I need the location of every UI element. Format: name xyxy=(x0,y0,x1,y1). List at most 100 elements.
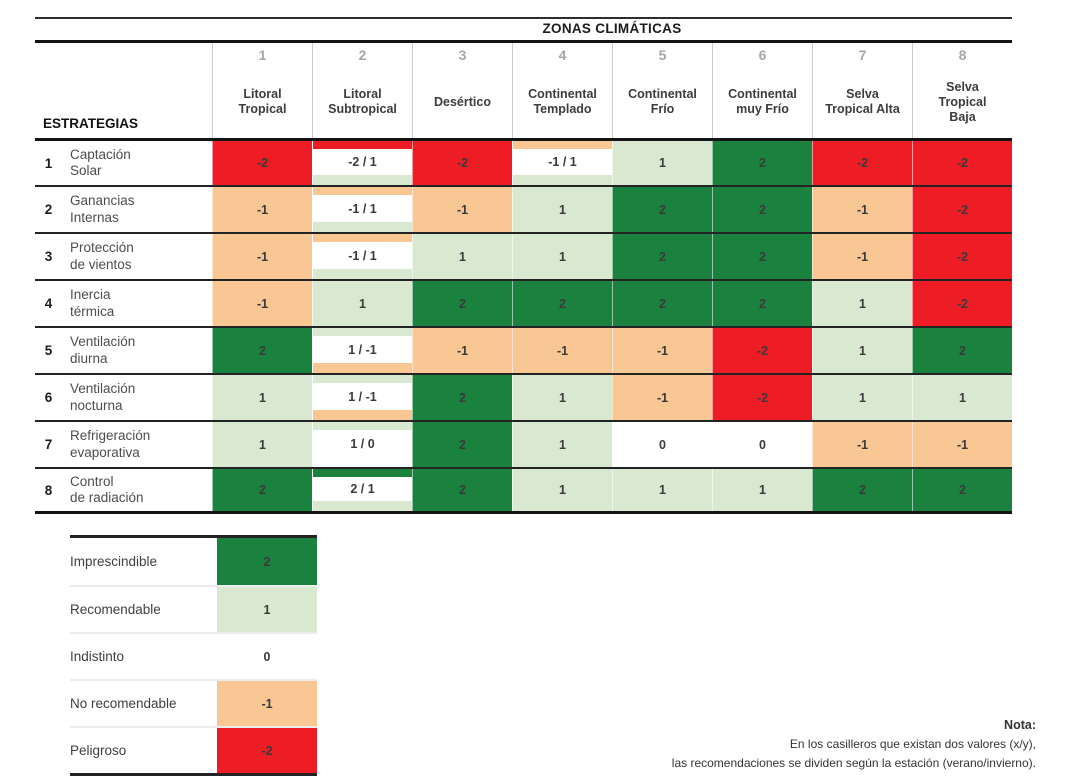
matrix-cell: -1 xyxy=(412,328,512,373)
matrix-cell-split: -1 / 1 xyxy=(312,234,412,279)
split-top-band xyxy=(313,187,412,195)
zone-number-1: 1 xyxy=(212,43,312,67)
split-bottom-band xyxy=(313,410,412,420)
strategy-number: 1 xyxy=(44,155,53,171)
strategy-row-1: 1 Captación Solar -2 -2 / 1 -2 -1 / 1 1 2 -2 -2 xyxy=(35,138,1012,185)
strategy-label: Control de radiación xyxy=(70,473,144,505)
legend-label: Recomendable xyxy=(70,602,161,617)
split-bottom-band xyxy=(313,269,412,279)
split-top-band xyxy=(313,328,412,336)
matrix-cell: 2 xyxy=(912,328,1012,373)
strategy-number: 2 xyxy=(44,202,53,217)
estrategias-label: ESTRATEGIAS xyxy=(43,116,139,131)
matrix-cell: 1 xyxy=(212,375,312,420)
matrix-cell: 2 xyxy=(212,469,312,511)
matrix-cell: 2 xyxy=(612,234,712,279)
matrix-cell-split: 1 / -1 xyxy=(312,375,412,420)
legend-value: -2 xyxy=(217,728,317,773)
split-value: 1 / -1 xyxy=(313,383,412,410)
split-bottom-band xyxy=(313,222,412,232)
split-value: -2 / 1 xyxy=(313,149,412,175)
matrix-cell-split: 1 / 0 xyxy=(312,422,412,467)
zone-name-4: Continental Templado xyxy=(512,66,612,138)
matrix-cell: 1 xyxy=(612,141,712,185)
zone-number-5: 5 xyxy=(612,43,712,67)
matrix-cell: 0 xyxy=(612,422,712,467)
matrix-cell: -1 xyxy=(612,328,712,373)
matrix-cell: -2 xyxy=(912,281,1012,326)
zone-name-6: Continental muy Frío xyxy=(712,66,812,138)
matrix-cell: -2 xyxy=(212,141,312,185)
matrix-cell: -2 xyxy=(712,375,812,420)
strategy-number: 7 xyxy=(44,437,53,452)
matrix-cell: -1 xyxy=(612,375,712,420)
strategy-label: Protección de vientos xyxy=(70,240,134,272)
matrix-cell: 1 xyxy=(512,469,612,511)
matrix-cell: 1 xyxy=(712,469,812,511)
matrix-cell: -1 xyxy=(212,187,312,232)
matrix-cell: 2 xyxy=(612,187,712,232)
legend-row: Recomendable 1 xyxy=(70,585,317,632)
zone-number-6: 6 xyxy=(712,43,812,67)
matrix-cell: 1 xyxy=(612,469,712,511)
split-bottom-band xyxy=(313,457,412,467)
matrix-cell: 2 xyxy=(712,281,812,326)
strategy-label: Ventilación diurna xyxy=(70,334,136,366)
zone-name-row: ESTRATEGIAS Litoral Tropical Litoral Subt… xyxy=(35,66,1012,138)
legend-label: Imprescindible xyxy=(70,554,158,569)
note-line-2: las recomendaciones se dividen según la … xyxy=(671,755,1036,770)
legend-label: Peligroso xyxy=(70,743,127,758)
strategy-label: Inercia térmica xyxy=(70,287,115,319)
strategy-label: Refrigeración evaporativa xyxy=(70,428,151,460)
matrix-cell: 1 xyxy=(512,234,612,279)
matrix-cell: -1 xyxy=(212,281,312,326)
note-title: Nota: xyxy=(1004,718,1036,732)
note: Nota: En los casilleros que existan dos … xyxy=(672,716,1036,773)
strategy-row-3: 3 Protección de vientos -1 -1 / 1 1 1 2 2 -1 -2 xyxy=(35,232,1012,279)
zone-number-2: 2 xyxy=(312,43,412,67)
legend-value: 2 xyxy=(217,538,317,585)
strategy-number: 6 xyxy=(44,390,53,405)
split-top-band xyxy=(313,234,412,242)
matrix-cell: 1 xyxy=(212,422,312,467)
split-top-band xyxy=(313,375,412,383)
zone-name-1: Litoral Tropical xyxy=(212,66,312,138)
split-top-band xyxy=(513,141,612,149)
matrix-cell: 1 xyxy=(812,375,912,420)
matrix-cell: 1 xyxy=(912,375,1012,420)
split-bottom-band xyxy=(313,175,412,185)
split-value: 1 / 0 xyxy=(313,430,412,457)
zone-name-8: Selva Tropical Baja xyxy=(912,66,1012,138)
matrix-cell: 2 xyxy=(812,469,912,511)
matrix-cell: -2 xyxy=(812,141,912,185)
split-value: -1 / 1 xyxy=(313,242,412,269)
matrix-cell: 2 xyxy=(412,375,512,420)
split-value: 1 / -1 xyxy=(313,336,412,363)
matrix-body: 1 Captación Solar -2 -2 / 1 -2 -1 / 1 1 2 -2 -2 2 G… xyxy=(35,138,1012,514)
matrix-cell: -1 xyxy=(812,422,912,467)
strategy-label: Ganancias Internas xyxy=(70,193,135,225)
matrix-cell: 1 xyxy=(512,187,612,232)
strategy-number: 4 xyxy=(44,296,53,311)
matrix-cell: -1 xyxy=(212,234,312,279)
strategy-number: 8 xyxy=(44,482,53,498)
legend-row: Imprescindible 2 xyxy=(70,538,317,585)
matrix-cell-split: 2 / 1 xyxy=(312,469,412,511)
matrix-cell: -2 xyxy=(412,141,512,185)
matrix-cell: 2 xyxy=(212,328,312,373)
split-top-band xyxy=(313,141,412,149)
zone-name-5: Continental Frío xyxy=(612,66,712,138)
matrix-cell-split: -1 / 1 xyxy=(312,187,412,232)
split-value: -1 / 1 xyxy=(313,195,412,222)
matrix-cell: 2 xyxy=(412,281,512,326)
zone-number-4: 4 xyxy=(512,43,612,67)
strategy-number: 5 xyxy=(44,343,53,358)
matrix-cell: -1 xyxy=(412,187,512,232)
matrix-cell: -1 xyxy=(812,234,912,279)
matrix-cell: 1 xyxy=(512,422,612,467)
split-bottom-band xyxy=(313,501,412,511)
matrix-cell-split: -1 / 1 xyxy=(512,141,612,185)
